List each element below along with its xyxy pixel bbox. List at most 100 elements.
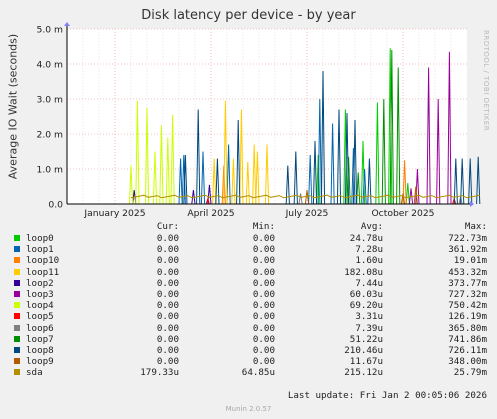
- series-sda: [130, 194, 480, 199]
- y-tick-label: 1.0 m: [37, 165, 64, 176]
- spike-loop3: [426, 67, 431, 205]
- legend-max: 726.11m: [448, 345, 487, 356]
- spike-loop1: [362, 168, 367, 205]
- series-loop8: [183, 70, 481, 205]
- spike-loop0: [343, 109, 348, 205]
- legend-max: 373.77m: [448, 277, 487, 289]
- spike-loop11: [239, 109, 244, 205]
- spike-loop4: [165, 137, 170, 205]
- x-tick-label: July 2025: [285, 208, 329, 219]
- legend-min: 0.00: [252, 266, 275, 278]
- x-axis-arrow-icon: [470, 201, 474, 207]
- legend-avg: 11.67u: [349, 356, 383, 368]
- legend-cur: 0.00: [156, 356, 179, 368]
- header-min: Min:: [252, 221, 275, 232]
- legend-name: loop5: [26, 311, 54, 323]
- y-tick-label: 5.0 m: [37, 25, 64, 36]
- spike-loop8: [344, 112, 350, 205]
- header-max: Max:: [464, 221, 487, 232]
- spike-loop8: [285, 165, 290, 205]
- spike-loop4: [144, 107, 150, 205]
- spike-loop8: [460, 158, 465, 205]
- spike-loop1: [226, 144, 231, 205]
- spike-loop8: [468, 158, 473, 205]
- legend-name: loop8: [26, 345, 54, 356]
- legend-swatch: [14, 257, 20, 264]
- x-tick-label: October 2025: [371, 208, 434, 219]
- legend-min: 0.00: [252, 322, 275, 334]
- spike-loop4: [170, 114, 175, 205]
- spike-loop8: [336, 109, 342, 205]
- legend-max: 361.92m: [448, 244, 487, 256]
- series-loop1: [178, 98, 367, 205]
- series-loop9: [304, 186, 418, 205]
- legend-swatch: [14, 369, 20, 376]
- spike-loop3: [436, 98, 441, 205]
- legend-min: 0.00: [252, 311, 275, 323]
- series-loop7: [346, 49, 401, 205]
- chart-title: Disk latency per device - by year: [141, 8, 356, 23]
- legend-row-loop2: loop2 0.00 0.00 7.44u 373.77m: [0, 278, 497, 289]
- legend-name: loop4: [26, 300, 54, 312]
- spike-loop1: [200, 151, 206, 205]
- legend-cur: 0.00: [156, 244, 179, 256]
- legend-swatch: [14, 291, 20, 297]
- spike-loop8: [215, 158, 220, 205]
- spike-loop8: [367, 158, 372, 205]
- legend-swatch: [14, 235, 20, 241]
- spike-loop1: [178, 158, 183, 205]
- spike-loop11: [255, 151, 260, 205]
- legend-swatch: [14, 335, 20, 342]
- legend-cur: 0.00: [156, 255, 179, 267]
- spike-loop11: [252, 144, 257, 205]
- legend-max: 19.01m: [453, 255, 487, 267]
- legend-row-loop5: loop5 0.00 0.00 3.31u 126.19m: [0, 311, 497, 322]
- legend-min: 0.00: [252, 233, 275, 244]
- spike-loop8: [476, 156, 481, 205]
- legend-row-loop6: loop6 0.00 0.00 7.39u 365.80m: [0, 323, 497, 334]
- x-tick-label: April 2025: [187, 208, 234, 219]
- spike-loop4: [159, 125, 164, 205]
- spike-loop4: [152, 151, 158, 205]
- spike-loop11: [212, 158, 217, 205]
- spike-loop6: [298, 193, 303, 205]
- spike-loop5: [205, 197, 210, 205]
- spike-loop7: [356, 172, 361, 205]
- legend-avg: 60.03u: [349, 289, 383, 300]
- spike-loop8: [196, 109, 201, 205]
- legend-swatch: [14, 358, 20, 365]
- legend-swatch: [14, 279, 20, 286]
- y-axis-arrow-icon: [64, 22, 70, 26]
- legend-cur: 0.00: [156, 233, 179, 244]
- spike-loop9: [304, 189, 310, 205]
- spike-loop1: [308, 154, 313, 205]
- series-loop4: [128, 100, 175, 205]
- spike-loop8: [352, 119, 358, 205]
- spike-loop7: [389, 49, 394, 205]
- spike-loop3: [447, 51, 452, 205]
- legend-cur: 0.00: [156, 333, 179, 345]
- plot-background: [67, 29, 467, 204]
- legend-cur: 0.00: [156, 345, 179, 356]
- legend-cur: 0.00: [156, 289, 179, 300]
- spike-loop4: [135, 100, 140, 205]
- spike-loop2: [132, 189, 137, 205]
- legend-max: 750.42m: [448, 300, 487, 312]
- spike-loop0: [388, 48, 393, 205]
- legend-row-sda: sda 179.33u 64.85u 215.12u 25.79m: [0, 367, 497, 378]
- spike-loop0: [375, 102, 380, 205]
- spike-loop7: [396, 67, 401, 205]
- legend-avg: 7.44u: [355, 277, 383, 289]
- legend-row-loop1: loop1 0.00 0.00 7.28u 361.92m: [0, 244, 497, 255]
- legend-max: 365.80m: [448, 322, 487, 334]
- spike-loop7: [381, 98, 386, 205]
- legend-max: 126.19m: [448, 311, 487, 323]
- y-tick-label: 2.0 m: [37, 130, 64, 141]
- spike-loop1: [351, 147, 356, 205]
- legend-avg: 215.12u: [344, 367, 383, 379]
- spike-loop10: [221, 165, 226, 205]
- spike-loop1: [181, 154, 186, 205]
- legend-name: loop9: [26, 356, 54, 368]
- legend-avg: 1.60u: [355, 255, 383, 267]
